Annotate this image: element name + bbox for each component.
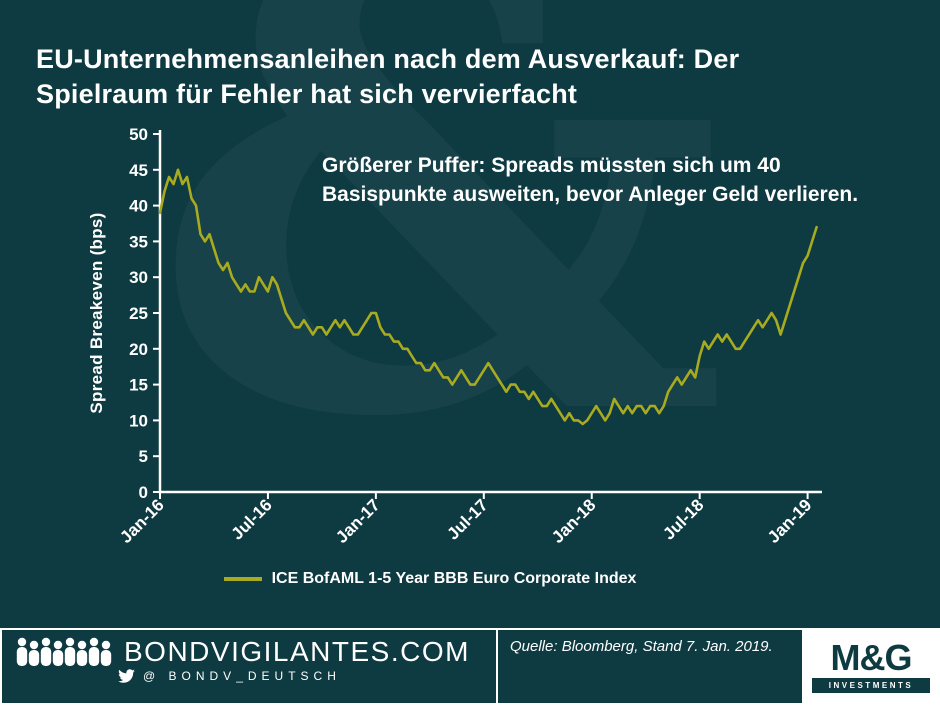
svg-text:Jan-18: Jan-18 bbox=[548, 495, 600, 547]
svg-text:0: 0 bbox=[139, 483, 148, 502]
chart-canvas: 0 5 10 15 20 25 30 35 40 45 50 Jan-16 Jul-16 Jan-17 Ju… bbox=[116, 125, 822, 547]
svg-text:15: 15 bbox=[129, 376, 148, 395]
svg-text:Jul-17: Jul-17 bbox=[443, 495, 491, 543]
svg-text:Jan-17: Jan-17 bbox=[332, 495, 384, 547]
mg-logo: M&G INVESTMENTS bbox=[802, 628, 940, 705]
chart-annotation: Größerer Puffer: Spreads müssten sich um… bbox=[322, 154, 859, 206]
legend-line-swatch bbox=[223, 577, 262, 581]
svg-text:Jul-16: Jul-16 bbox=[228, 495, 276, 543]
footer-site-row: BONDVIGILANTES.COM bbox=[14, 636, 486, 668]
footer: BONDVIGILANTES.COM @ BONDV_DEUTSCH Quell… bbox=[0, 628, 940, 705]
legend-label: ICE BofAML 1-5 Year BBB Euro Corporate I… bbox=[271, 570, 637, 587]
footer-twitter-row: @ BONDV_DEUTSCH bbox=[118, 669, 486, 683]
svg-text:10: 10 bbox=[129, 411, 148, 430]
svg-text:35: 35 bbox=[129, 232, 148, 251]
y-axis-label: Spread Breakeven (bps) bbox=[87, 212, 106, 414]
svg-text:25: 25 bbox=[129, 304, 148, 323]
crowd-icon bbox=[16, 637, 112, 666]
page-title: EU-Unternehmensanleihen nach dem Ausverk… bbox=[36, 44, 740, 110]
line-chart: 0 5 10 15 20 25 30 35 40 45 50 Jan-16 Jul-16 Jan-17 Ju… bbox=[80, 118, 840, 588]
svg-text:30: 30 bbox=[129, 268, 148, 287]
svg-text:40: 40 bbox=[129, 197, 148, 216]
mg-logo-investments: INVESTMENTS bbox=[812, 678, 930, 693]
source-note: Quelle: Bloomberg, Stand 7. Jan. 2019. bbox=[496, 628, 804, 705]
mg-logo-brand: M&G bbox=[830, 637, 913, 678]
site-name: BONDVIGILANTES.COM bbox=[124, 636, 470, 667]
twitter-icon bbox=[118, 669, 135, 683]
svg-text:Jan-16: Jan-16 bbox=[116, 495, 168, 547]
svg-text:45: 45 bbox=[129, 161, 148, 180]
svg-text:5: 5 bbox=[139, 447, 148, 466]
svg-text:Jul-18: Jul-18 bbox=[659, 495, 707, 543]
footer-brand-section: BONDVIGILANTES.COM @ BONDV_DEUTSCH bbox=[0, 628, 498, 705]
svg-text:50: 50 bbox=[129, 125, 148, 144]
svg-text:Jan-19: Jan-19 bbox=[764, 495, 816, 547]
chart-legend: ICE BofAML 1-5 Year BBB Euro Corporate I… bbox=[80, 570, 780, 588]
svg-text:20: 20 bbox=[129, 340, 148, 359]
twitter-handle: @ BONDV_DEUTSCH bbox=[143, 669, 341, 683]
